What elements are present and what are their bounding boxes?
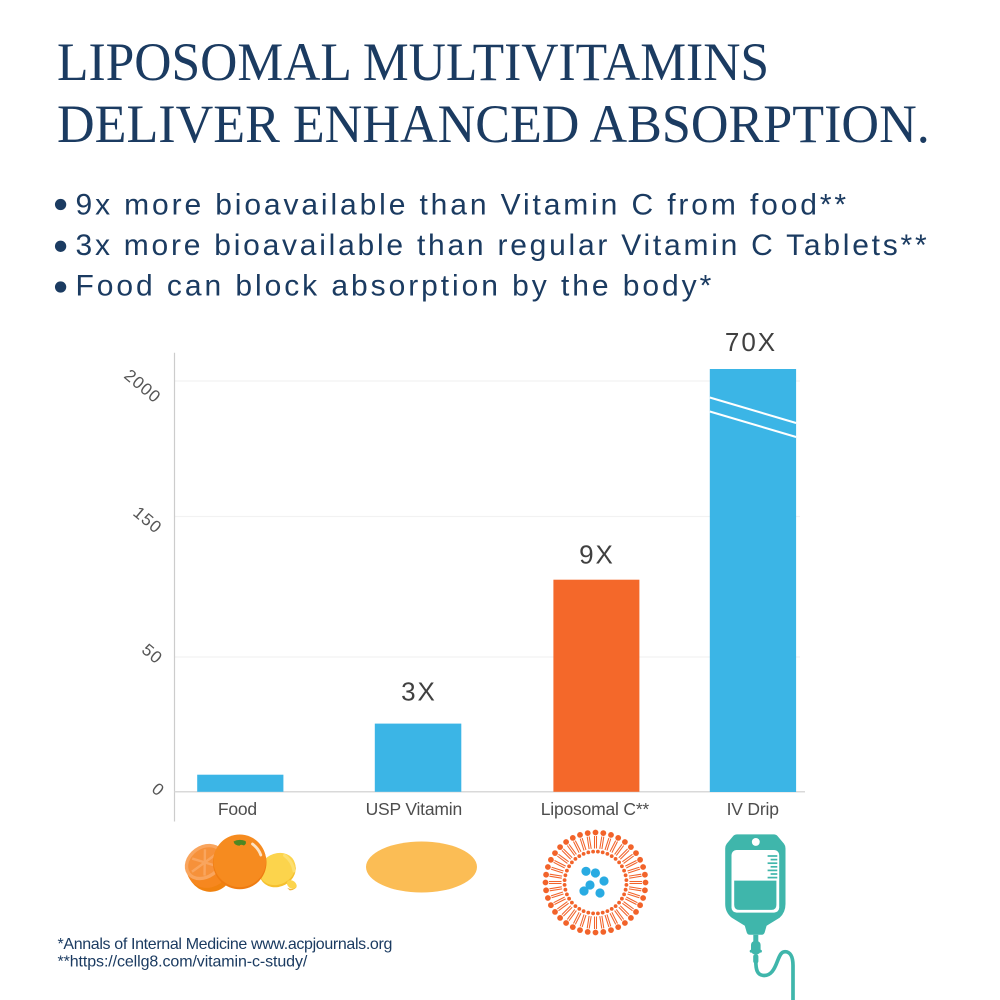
svg-text:3x more bioavailable than regu: 3x more bioavailable than regular Vitami… bbox=[76, 229, 930, 262]
svg-text:LIPOSOMAL MULTIVITAMINS: LIPOSOMAL MULTIVITAMINS bbox=[57, 33, 769, 92]
svg-text:DELIVER ENHANCED ABSORPTION.: DELIVER ENHANCED ABSORPTION. bbox=[57, 95, 930, 154]
svg-text:150: 150 bbox=[129, 503, 165, 538]
svg-text:Liposomal C**: Liposomal C** bbox=[541, 799, 650, 819]
svg-text:IV Drip: IV Drip bbox=[727, 799, 779, 819]
svg-text:9X: 9X bbox=[579, 540, 615, 570]
svg-text:Food can block absorption by t: Food can block absorption by the body* bbox=[76, 270, 715, 303]
svg-text:**https://cellg8.com/vitamin-c: **https://cellg8.com/vitamin-c-study/ bbox=[58, 953, 308, 970]
svg-text:50: 50 bbox=[138, 640, 166, 668]
svg-text:*Annals of Internal Medicine w: *Annals of Internal Medicine www.acpjour… bbox=[58, 936, 393, 953]
svg-text:Food: Food bbox=[218, 799, 257, 819]
svg-text:USP Vitamin: USP Vitamin bbox=[366, 799, 462, 819]
svg-text:3X: 3X bbox=[401, 677, 437, 707]
svg-text:9x more bioavailable than Vita: 9x more bioavailable than Vitamin C from… bbox=[76, 188, 849, 221]
svg-text:2000: 2000 bbox=[120, 366, 164, 407]
svg-text:70X: 70X bbox=[725, 327, 777, 357]
svg-text:0: 0 bbox=[148, 779, 168, 800]
